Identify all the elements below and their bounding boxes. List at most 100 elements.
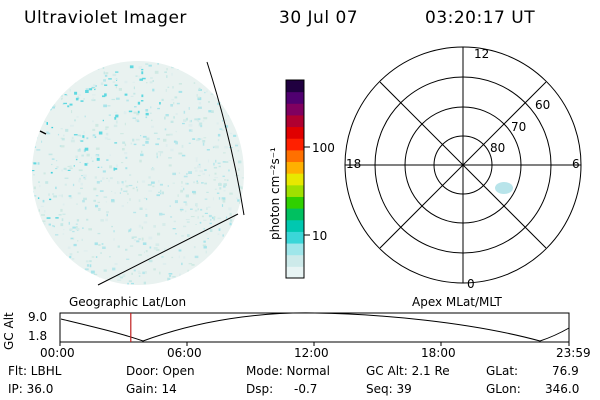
emission-pixel — [197, 138, 201, 140]
emission-pixel — [129, 228, 132, 231]
emission-pixel — [120, 276, 124, 279]
emission-pixel — [105, 132, 109, 136]
emission-pixel — [165, 114, 169, 117]
emission-pixel — [92, 87, 97, 89]
emission-pixel — [159, 212, 163, 216]
emission-pixel — [193, 246, 196, 249]
emission-pixel — [51, 126, 54, 129]
emission-pixel — [146, 255, 149, 257]
emission-pixel — [217, 233, 220, 236]
emission-pixel — [63, 134, 65, 137]
emission-pixel — [202, 271, 204, 275]
emission-pixel — [80, 140, 84, 142]
emission-pixel — [185, 219, 190, 221]
emission-pixel — [172, 228, 176, 230]
emission-pixel — [111, 190, 113, 192]
emission-pixel — [105, 201, 107, 203]
altitude-xtick-1800: 18:00 — [421, 346, 456, 360]
emission-pixel — [141, 68, 144, 71]
emission-pixel — [182, 122, 185, 125]
emission-pixel — [193, 82, 196, 84]
emission-pixel — [237, 149, 240, 152]
emission-pixel — [231, 255, 233, 258]
mlt-label-6: 6 — [572, 157, 580, 171]
emission-pixel — [59, 95, 63, 97]
emission-pixel — [183, 110, 186, 114]
emission-pixel — [170, 120, 174, 123]
emission-pixel — [231, 81, 234, 84]
info-ip: IP: 36.0 — [8, 382, 54, 396]
emission-pixel — [231, 81, 234, 83]
emission-pixel — [183, 187, 185, 191]
emission-pixel — [76, 280, 79, 283]
emission-pixel — [175, 113, 178, 116]
emission-pixel — [202, 142, 205, 146]
emission-pixel — [125, 248, 128, 251]
emission-pixel — [229, 212, 232, 216]
emission-pixel — [40, 257, 44, 259]
mlt-label-18: 18 — [346, 157, 362, 171]
emission-pixel — [80, 187, 83, 189]
emission-pixel — [188, 279, 190, 283]
colorbar-segment — [286, 126, 304, 139]
emission-pixel — [206, 207, 208, 210]
emission-pixel — [136, 112, 140, 116]
emission-pixel — [181, 181, 183, 184]
emission-pixel — [142, 271, 145, 275]
emission-pixel — [215, 85, 218, 87]
emission-pixel — [42, 63, 45, 66]
emission-pixel — [57, 133, 60, 136]
emission-pixel — [218, 265, 222, 267]
emission-pixel — [178, 152, 183, 155]
emission-pixel — [70, 228, 73, 231]
emission-pixel — [79, 177, 81, 180]
emission-pixel — [181, 64, 183, 66]
info-glon-label: GLon: — [486, 382, 521, 396]
emission-pixel — [105, 126, 109, 129]
emission-pixel — [174, 200, 178, 204]
emission-pixel — [233, 254, 238, 257]
emission-pixel — [188, 123, 193, 127]
emission-pixel — [144, 251, 145, 254]
colorbar-segment — [286, 114, 304, 128]
emission-pixel — [71, 110, 73, 114]
emission-pixel — [55, 275, 59, 278]
emission-pixel — [224, 99, 226, 101]
emission-pixel — [76, 116, 79, 118]
emission-pixel — [223, 152, 226, 154]
emission-pixel — [198, 102, 202, 105]
emission-pixel — [145, 214, 148, 217]
emission-pixel — [195, 224, 197, 225]
emission-pixel — [159, 183, 163, 186]
emission-pixel — [35, 228, 38, 230]
emission-pixel — [59, 74, 62, 76]
emission-pixel — [225, 119, 227, 122]
emission-pixel — [122, 183, 124, 186]
emission-pixel — [60, 137, 63, 139]
emission-pixel — [65, 94, 68, 97]
emission-pixel — [143, 221, 148, 224]
emission-pixel — [153, 268, 156, 271]
emission-pixel — [215, 145, 219, 149]
emission-pixel — [44, 71, 47, 74]
emission-pixel — [39, 185, 41, 188]
emission-pixel — [229, 132, 233, 135]
emission-pixel — [215, 159, 217, 163]
emission-pixel — [121, 181, 124, 184]
emission-pixel — [90, 270, 95, 274]
emission-pixel — [50, 171, 53, 174]
emission-pixel — [81, 154, 84, 157]
emission-pixel — [100, 166, 103, 168]
altitude-x-ticks — [59, 342, 570, 346]
emission-pixel — [201, 215, 204, 218]
emission-pixel — [197, 165, 201, 169]
emission-pixel — [162, 262, 167, 265]
emission-pixel — [82, 199, 85, 203]
emission-pixel — [240, 186, 243, 190]
emission-pixel — [51, 106, 55, 109]
emission-pixel — [183, 175, 188, 178]
emission-pixel — [146, 198, 148, 201]
emission-pixel — [168, 164, 172, 167]
emission-pixel — [145, 140, 149, 144]
emission-pixel — [133, 111, 137, 114]
